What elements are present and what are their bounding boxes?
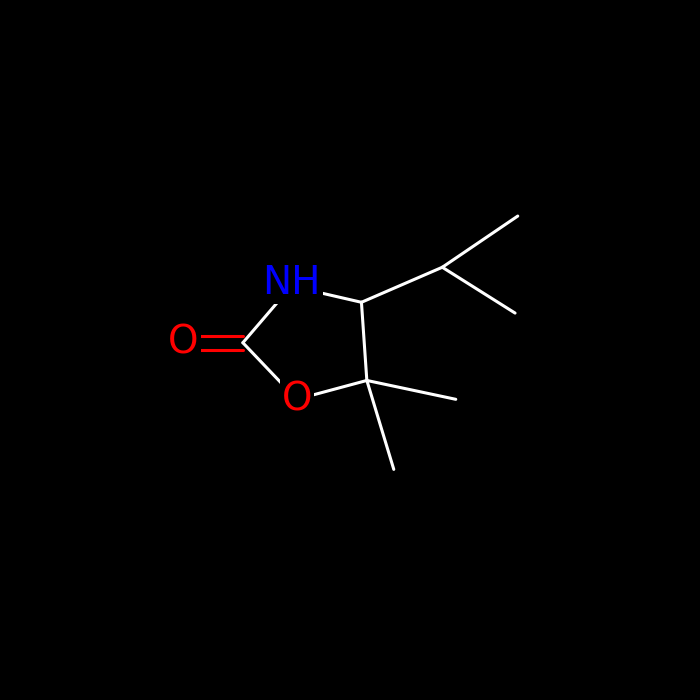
Text: NH: NH (262, 265, 321, 302)
Text: O: O (168, 323, 199, 362)
Text: O: O (281, 380, 312, 419)
